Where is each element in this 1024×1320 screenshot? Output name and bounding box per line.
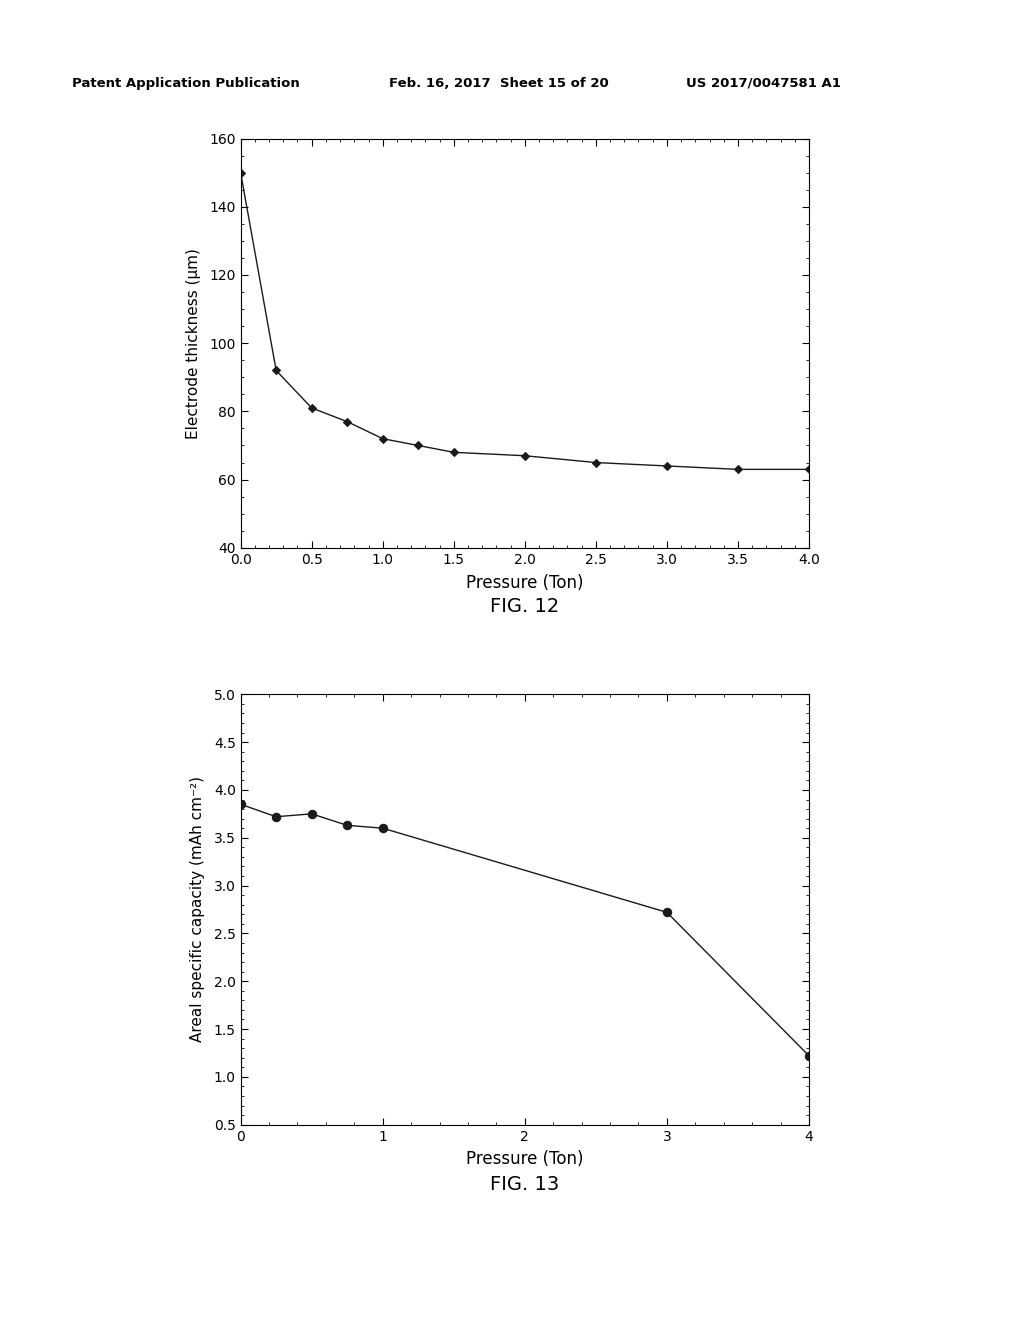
X-axis label: Pressure (Ton): Pressure (Ton): [466, 1151, 584, 1168]
Text: FIG. 13: FIG. 13: [489, 1175, 559, 1193]
Text: US 2017/0047581 A1: US 2017/0047581 A1: [686, 77, 841, 90]
Y-axis label: Areal specific capacity (mAh cm⁻²): Areal specific capacity (mAh cm⁻²): [190, 776, 206, 1043]
Text: Feb. 16, 2017  Sheet 15 of 20: Feb. 16, 2017 Sheet 15 of 20: [389, 77, 609, 90]
Y-axis label: Electrode thickness (μm): Electrode thickness (μm): [186, 248, 201, 438]
X-axis label: Pressure (Ton): Pressure (Ton): [466, 574, 584, 591]
Text: Patent Application Publication: Patent Application Publication: [72, 77, 299, 90]
Text: FIG. 12: FIG. 12: [489, 597, 559, 615]
